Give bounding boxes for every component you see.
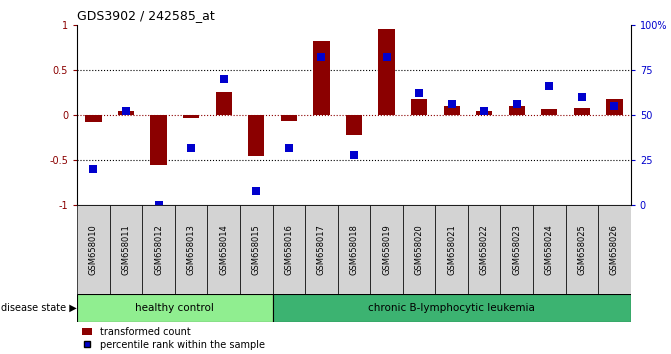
Point (609, 103, 620, 109)
Point (88, 166, 99, 172)
Bar (338, 205, 370, 294)
Bar (607, 99, 623, 115)
Bar (150, 115, 166, 165)
Bar (411, 99, 427, 115)
Bar (468, 205, 501, 294)
Point (576, 94, 587, 100)
Point (316, 55, 327, 60)
Bar (183, 115, 199, 118)
Point (186, 145, 197, 150)
Bar (574, 108, 590, 115)
Text: GSM658026: GSM658026 (610, 224, 619, 275)
Point (349, 152, 360, 158)
Point (251, 188, 262, 194)
Bar (403, 205, 435, 294)
Bar (533, 205, 566, 294)
Text: GSM658022: GSM658022 (480, 224, 488, 275)
Point (283, 145, 294, 150)
Text: healthy control: healthy control (136, 303, 214, 313)
Text: GSM658025: GSM658025 (577, 224, 586, 275)
Bar (501, 205, 533, 294)
Text: GSM658019: GSM658019 (382, 224, 391, 275)
Text: GSM658010: GSM658010 (89, 224, 98, 275)
Text: GSM658011: GSM658011 (121, 224, 131, 275)
Bar (346, 115, 362, 135)
Bar (85, 115, 101, 122)
Bar (566, 205, 598, 294)
Text: GSM658012: GSM658012 (154, 224, 163, 275)
Text: GDS3902 / 242585_at: GDS3902 / 242585_at (77, 9, 215, 22)
Point (121, 109, 132, 114)
Bar (313, 41, 329, 115)
Bar (118, 110, 134, 115)
Bar (541, 109, 558, 115)
Text: GSM658024: GSM658024 (545, 224, 554, 275)
Bar (110, 205, 142, 294)
Text: GSM658016: GSM658016 (285, 224, 293, 275)
Bar (240, 205, 272, 294)
Bar (248, 115, 264, 156)
Text: disease state ▶: disease state ▶ (1, 303, 77, 313)
Point (153, 202, 164, 208)
Bar (370, 205, 403, 294)
Bar (272, 294, 631, 322)
Text: GSM658017: GSM658017 (317, 224, 326, 275)
Bar (444, 106, 460, 115)
Bar (598, 205, 631, 294)
Bar (77, 205, 110, 294)
Text: GSM658013: GSM658013 (187, 224, 196, 275)
Bar (142, 205, 175, 294)
Point (479, 109, 490, 114)
Text: GSM658020: GSM658020 (415, 224, 423, 275)
Bar (77, 294, 272, 322)
Bar (378, 29, 395, 115)
Point (218, 76, 229, 82)
Text: chronic B-lymphocytic leukemia: chronic B-lymphocytic leukemia (368, 303, 535, 313)
Point (446, 101, 457, 107)
Bar (435, 205, 468, 294)
Text: GSM658014: GSM658014 (219, 224, 228, 275)
Bar (509, 106, 525, 115)
Text: GSM658015: GSM658015 (252, 224, 261, 275)
Bar (215, 92, 232, 115)
Text: GSM658023: GSM658023 (512, 224, 521, 275)
Bar (175, 205, 207, 294)
Point (511, 101, 522, 107)
Point (544, 83, 555, 89)
Bar (207, 205, 240, 294)
Point (381, 55, 392, 60)
Bar (305, 205, 338, 294)
Bar (272, 205, 305, 294)
Text: GSM658021: GSM658021 (447, 224, 456, 275)
Text: GSM658018: GSM658018 (350, 224, 358, 275)
Bar (280, 115, 297, 121)
Legend: transformed count, percentile rank within the sample: transformed count, percentile rank withi… (82, 327, 264, 350)
Bar (476, 110, 493, 115)
Point (414, 91, 425, 96)
